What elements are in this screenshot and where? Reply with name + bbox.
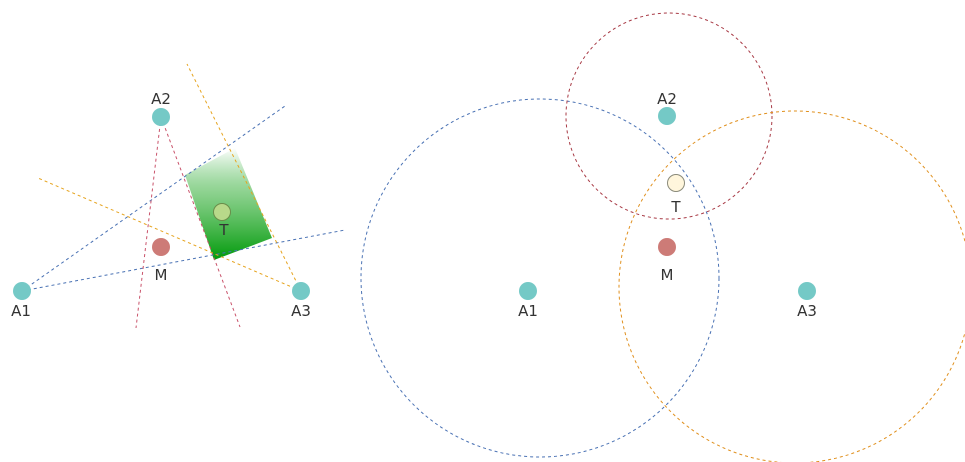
target-point-label: T — [218, 221, 229, 239]
range-circle-a2 — [565, 12, 773, 220]
right-panel: A1 A2 A3 M T — [360, 12, 965, 462]
anchor-a3-label: A3 — [797, 302, 817, 320]
anchor-a2-dot — [152, 108, 170, 126]
target-point-label: T — [670, 198, 681, 216]
anchor-a1-label: A1 — [518, 302, 538, 320]
anchor-a3-label: A3 — [291, 302, 311, 320]
target-point-dot — [667, 174, 685, 192]
anchor-a1-dot — [519, 282, 537, 300]
anchor-a2-label: A2 — [151, 90, 171, 108]
range-circle-a3 — [618, 110, 965, 462]
anchor-a1-label: A1 — [11, 302, 31, 320]
uncertainty-region — [185, 148, 272, 260]
bearing-line-a2-left — [135, 116, 162, 329]
bearing-line-a3-upper — [186, 63, 302, 292]
left-panel: A1 A2 A3 M T — [11, 63, 346, 329]
anchor-a2-dot — [658, 107, 676, 125]
range-circle-a1 — [360, 98, 720, 458]
anchor-a3-dot — [292, 282, 310, 300]
measured-point-dot — [658, 238, 676, 256]
target-point-dot — [213, 203, 231, 221]
measured-point-label: M — [155, 266, 168, 284]
measured-point-label: M — [661, 266, 674, 284]
anchor-a2-label: A2 — [657, 90, 677, 108]
measured-point-dot — [152, 238, 170, 256]
bearing-line-a1-lower — [21, 229, 346, 292]
bearing-line-a2-right — [160, 116, 241, 328]
anchor-a3-dot — [798, 282, 816, 300]
anchor-a1-dot — [13, 282, 31, 300]
